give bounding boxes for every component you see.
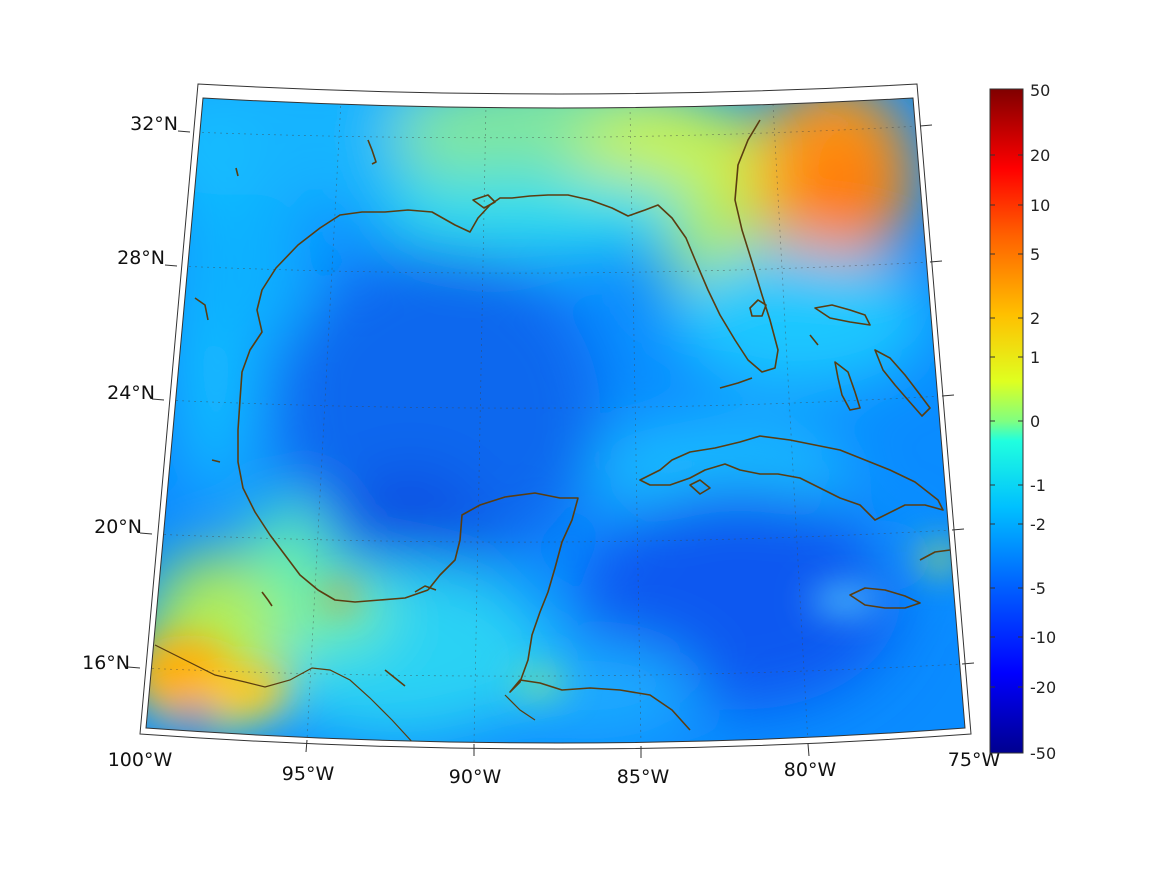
lat-label: 28°N: [117, 247, 165, 269]
colorbar-tick-label: 2: [1030, 309, 1040, 328]
map-frame: [145, 97, 966, 744]
colorbar-tick-label: -2: [1030, 515, 1046, 534]
longitude-labels: 100°W 95°W 90°W 85°W 80°W 75°W: [108, 749, 1001, 788]
lon-label: 90°W: [449, 766, 502, 788]
lat-label: 20°N: [94, 516, 142, 538]
colorbar-tick-label: 0: [1030, 412, 1040, 431]
colorbar-tick-label: 20: [1030, 146, 1050, 165]
colorbar-tick-label: 10: [1030, 196, 1050, 215]
colorbar-tick-label: 5: [1030, 245, 1040, 264]
colorbar-tick-label: -20: [1030, 678, 1056, 697]
map-frame-outer: [139, 83, 972, 750]
country-borders: [154, 644, 536, 743]
data-field: [146, 98, 965, 743]
lat-label: 24°N: [107, 382, 155, 404]
colorbar-ticks: [990, 154, 1023, 688]
lon-label: 80°W: [784, 759, 837, 781]
lon-label: 100°W: [108, 749, 173, 771]
colorbar-tick-label: -1: [1030, 476, 1046, 495]
lon-label: 85°W: [617, 766, 670, 788]
colorbar-tick-label: -10: [1030, 628, 1056, 647]
graticule: [146, 99, 963, 743]
lon-label: 95°W: [282, 763, 335, 785]
frame-ticks: [127, 124, 975, 758]
lat-label: 16°N: [82, 652, 130, 674]
colorbar-tick-label: -50: [1030, 744, 1056, 763]
lon-label: 75°W: [948, 749, 1001, 771]
colorbar-labels: 50 20 10 5 2 1 0 -1 -2 -5 -10 -20 -50: [1030, 81, 1056, 763]
colorbar: 50 20 10 5 2 1 0 -1 -2 -5 -10 -20 -50: [989, 81, 1056, 763]
colorbar-tick-label: 50: [1030, 81, 1050, 100]
colorbar-tick-label: 1: [1030, 348, 1040, 367]
colorbar-tick-label: -5: [1030, 579, 1046, 598]
coastlines: [194, 119, 951, 731]
lat-label: 32°N: [130, 113, 178, 135]
latitude-labels: 32°N 28°N 24°N 20°N 16°N: [82, 113, 178, 674]
